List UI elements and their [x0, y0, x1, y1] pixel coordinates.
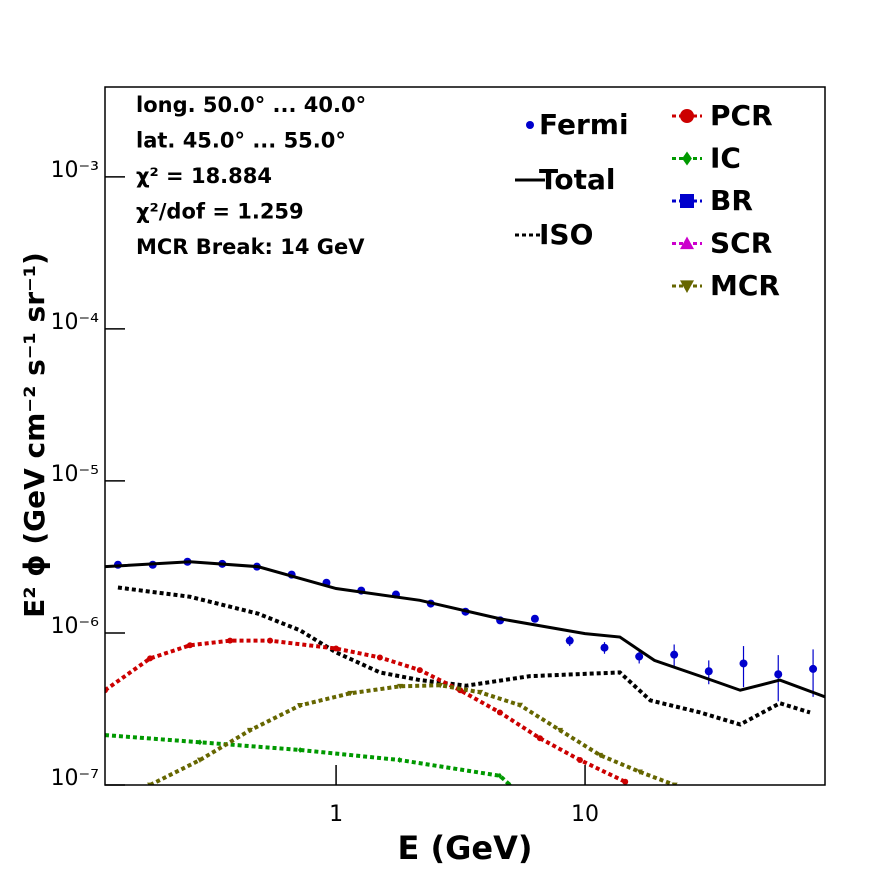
marker	[557, 727, 564, 734]
marker	[246, 727, 253, 734]
marker	[682, 151, 692, 166]
marker	[670, 650, 679, 659]
marker	[416, 667, 423, 674]
marker	[496, 709, 503, 716]
legend-label: Fermi	[539, 108, 629, 141]
x-tick-label: 10	[571, 802, 599, 827]
marker	[397, 757, 402, 764]
x-axis-label: E (GeV)	[398, 829, 533, 867]
marker	[187, 642, 194, 649]
marker	[636, 769, 643, 775]
annotation: long. 50.0° ... 40.0°	[136, 93, 366, 117]
marker	[477, 689, 484, 696]
annotation: lat. 45.0° ... 55.0°	[136, 129, 346, 153]
marker	[680, 194, 694, 208]
marker	[704, 667, 713, 676]
marker	[437, 682, 444, 689]
frame	[104, 86, 826, 786]
marker	[622, 778, 629, 785]
legend-label: IC	[710, 142, 741, 175]
y-tick-label: 10⁻⁵	[51, 462, 99, 487]
marker	[809, 664, 818, 673]
marker	[298, 746, 303, 753]
marker	[497, 772, 502, 779]
legend-label: BR	[710, 184, 753, 217]
marker	[517, 702, 524, 709]
marker	[397, 683, 404, 690]
y-tick-label: 10⁻⁶	[51, 614, 100, 639]
marker	[536, 735, 543, 742]
marker	[565, 636, 574, 645]
marker	[600, 643, 609, 652]
annotation: χ² = 18.884	[136, 164, 272, 188]
marker	[227, 637, 234, 644]
legend-label: PCR	[710, 99, 773, 132]
y-axis-label: E² ϕ (GeV cm⁻² s⁻¹ sr⁻¹)	[18, 252, 51, 618]
marker	[680, 280, 694, 293]
marker	[576, 757, 583, 764]
series-line	[105, 733, 512, 785]
marker	[530, 614, 539, 623]
y-tick-label: 10⁻⁴	[51, 310, 100, 335]
marker	[197, 739, 203, 746]
marker	[347, 690, 354, 697]
marker	[267, 637, 274, 644]
marker	[774, 670, 783, 679]
legend-label: Total	[539, 163, 616, 196]
marker	[680, 109, 694, 123]
annotation: χ²/dof = 1.259	[136, 200, 304, 224]
series-line	[105, 560, 825, 699]
legend-label: ISO	[539, 218, 593, 251]
legend-label: SCR	[710, 227, 772, 260]
legend-label: MCR	[710, 269, 780, 302]
marker	[376, 654, 383, 661]
marker	[739, 659, 748, 668]
y-tick-label: 10⁻⁷	[51, 766, 99, 791]
marker	[196, 757, 203, 764]
marker	[147, 655, 154, 662]
marker	[333, 645, 340, 652]
marker	[526, 121, 534, 129]
marker	[597, 752, 604, 759]
annotation: MCR Break: 14 GeV	[136, 235, 365, 259]
series-line	[117, 585, 811, 727]
marker	[297, 702, 304, 709]
marker	[680, 236, 694, 250]
y-tick-label: 10⁻³	[51, 158, 99, 183]
plot-area	[105, 557, 825, 785]
x-tick-label: 1	[329, 802, 343, 827]
marker	[635, 652, 644, 661]
